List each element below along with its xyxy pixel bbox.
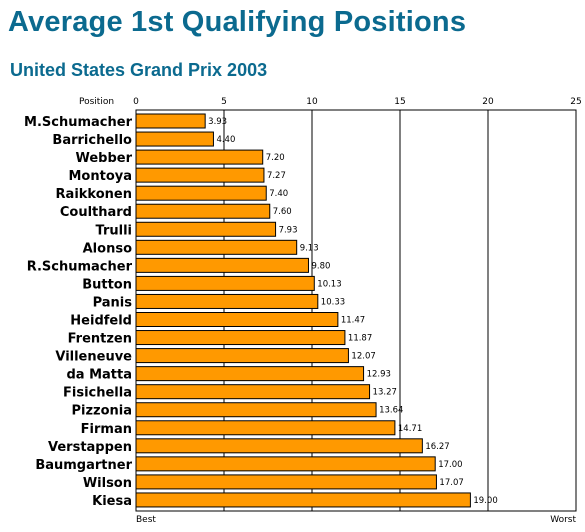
data-label: 7.40 [269, 189, 288, 199]
data-label: 19.00 [473, 496, 497, 506]
data-label: 12.07 [351, 352, 375, 362]
bar [135, 113, 206, 129]
category-label: Fisichella [63, 386, 132, 401]
data-label: 7.93 [279, 225, 298, 235]
bar [135, 348, 349, 364]
bar [135, 456, 436, 472]
category-label: Kiesa [92, 494, 132, 509]
bar [135, 185, 267, 201]
category-label: Pizzonia [71, 404, 132, 419]
data-label: 11.87 [348, 334, 372, 344]
category-label: da Matta [66, 368, 132, 383]
bar [135, 420, 396, 436]
bar [135, 384, 371, 400]
chart-subtitle: United States Grand Prix 2003 [10, 60, 268, 80]
category-label: Heidfeld [70, 314, 132, 329]
category-label: Raikkonen [56, 187, 132, 202]
category-label: Webber [75, 151, 132, 166]
x-tick-label: 5 [221, 97, 227, 107]
chart-title: Average 1st Qualifying Positions [8, 6, 467, 38]
category-label: R.Schumacher [27, 259, 133, 274]
bar [135, 203, 271, 219]
x-tick-label: 25 [570, 97, 581, 107]
data-label: 3.93 [208, 117, 227, 127]
category-label: Verstappen [48, 440, 132, 455]
bar [135, 293, 319, 309]
bar [135, 492, 471, 508]
bar-series: M.Schumacher 3.93 Barrichello 4.40 Webber 7.2… [24, 113, 498, 509]
x-tick-label: 15 [394, 97, 405, 107]
category-label: Montoya [68, 169, 132, 184]
bar [135, 312, 339, 327]
category-label: Wilson [83, 476, 132, 491]
data-label: 13.27 [373, 388, 397, 398]
bar [135, 167, 265, 183]
category-label: Button [82, 277, 132, 292]
bar [135, 275, 315, 291]
data-label: 12.93 [367, 370, 391, 380]
category-label: Panis [93, 295, 133, 310]
data-label: 9.80 [311, 261, 330, 271]
category-label: Alonso [83, 241, 132, 256]
bar [135, 402, 377, 418]
data-label: 10.33 [321, 297, 345, 307]
data-label: 17.00 [438, 460, 462, 470]
bar [135, 221, 277, 237]
data-label: 11.47 [341, 316, 365, 326]
bar [135, 257, 309, 273]
data-label: 4.40 [216, 135, 235, 145]
data-label: 16.27 [425, 442, 449, 452]
bar [135, 330, 346, 346]
x-tick-label: 20 [482, 97, 494, 107]
data-label: 7.20 [266, 153, 285, 163]
category-label: Coulthard [60, 205, 132, 220]
category-label: Firman [81, 422, 132, 437]
bar [135, 474, 437, 490]
category-label: Trulli [96, 223, 132, 238]
category-label: Barrichello [52, 133, 132, 148]
category-label: Villeneuve [55, 350, 132, 365]
x-end-label-right: Worst [550, 515, 576, 525]
data-label: 17.07 [439, 478, 463, 488]
bar [135, 131, 214, 147]
bar [135, 366, 365, 382]
category-label: Frentzen [68, 332, 132, 347]
axis-label: Position [79, 97, 114, 107]
x-axis: 0 5 10 15 20 25 Position Best Worst [79, 97, 582, 525]
x-tick-label: 10 [306, 97, 318, 107]
data-label: 13.64 [379, 406, 403, 416]
bar [135, 438, 423, 454]
x-tick-label: 0 [133, 97, 139, 107]
bar [135, 239, 298, 255]
data-label: 10.13 [317, 279, 341, 289]
data-label: 7.27 [267, 171, 286, 181]
category-label: M.Schumacher [24, 115, 133, 130]
data-label: 14.71 [398, 424, 422, 434]
data-label: 7.60 [273, 207, 292, 217]
bar [135, 149, 264, 165]
x-end-label-left: Best [136, 515, 156, 525]
category-label: Baumgartner [35, 458, 132, 473]
data-label: 9.13 [300, 243, 319, 253]
